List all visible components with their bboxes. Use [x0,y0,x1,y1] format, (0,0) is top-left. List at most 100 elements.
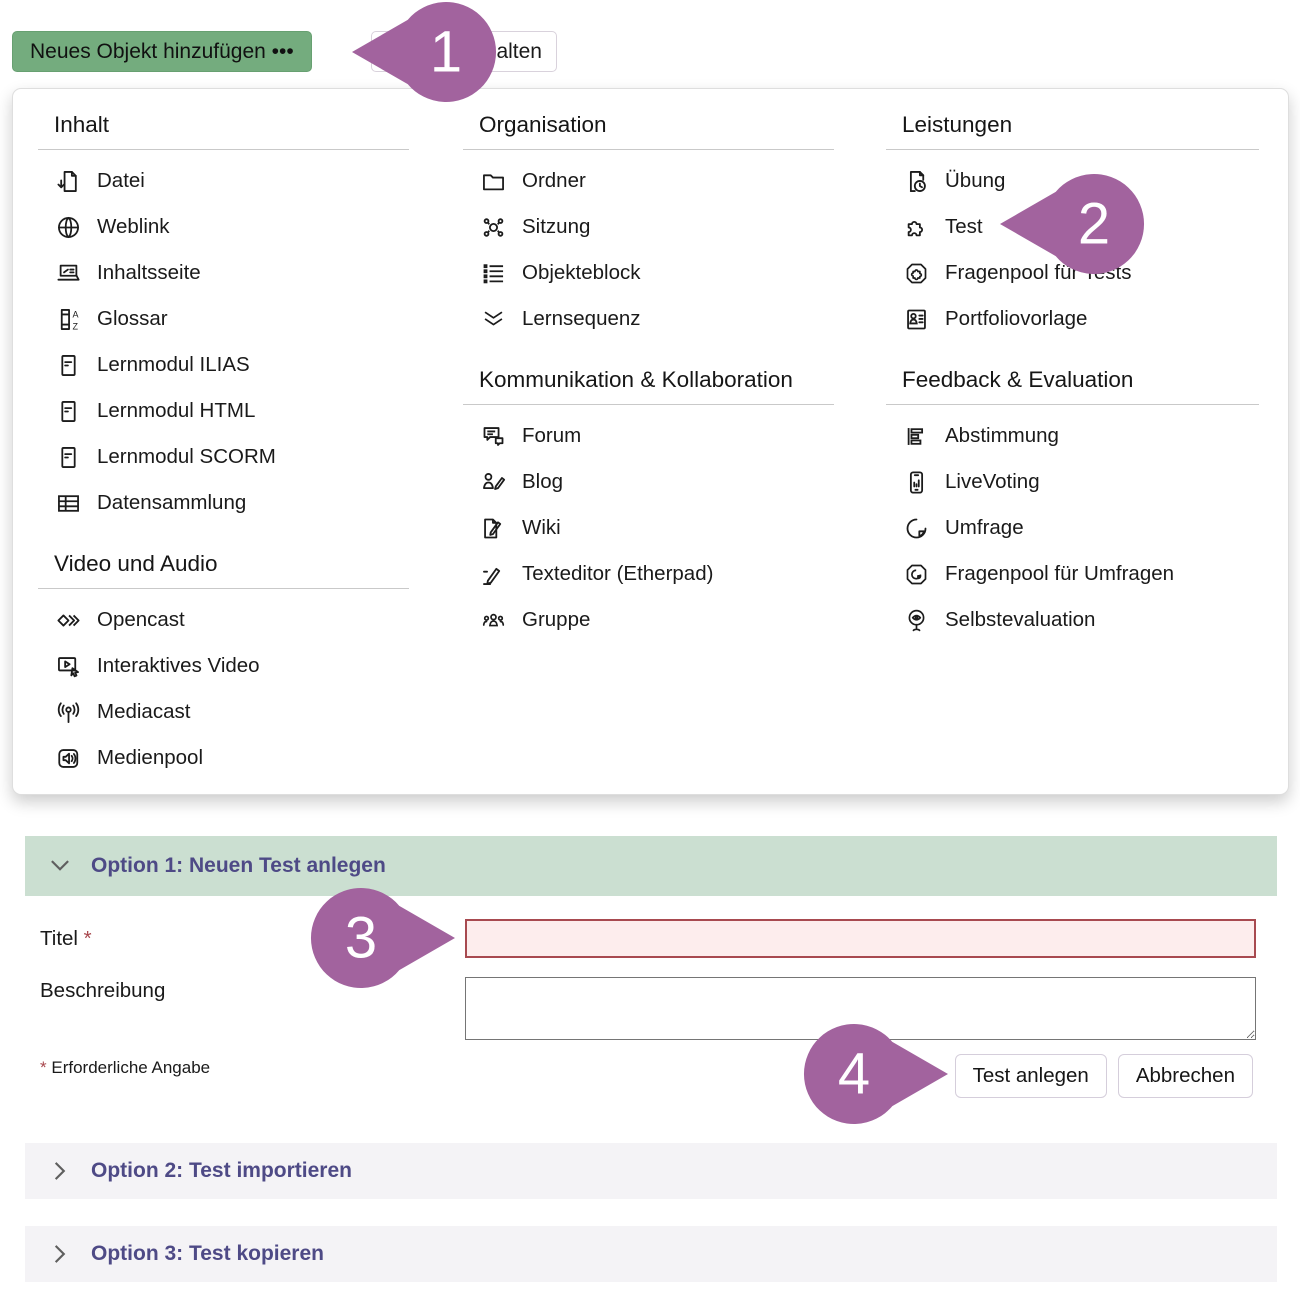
annotation-marker-3: 3 [310,888,455,988]
menu-item-wiki[interactable]: Wiki [463,505,834,551]
menu-item-blog[interactable]: Blog [463,459,834,505]
menu-item-abstimmung[interactable]: Abstimmung [886,413,1259,459]
menu-item-forum[interactable]: Forum [463,413,834,459]
menu-item-label: Gruppe [522,608,591,631]
menu-item-label: Umfrage [945,516,1024,539]
menu-item-label: Test [945,215,983,238]
learning-module-icon [55,398,82,425]
menu-item-lernmodul-scorm[interactable]: Lernmodul SCORM [38,434,409,480]
menu-item-label: Abstimmung [945,424,1059,447]
accordion-option1-title: Option 1: Neuen Test anlegen [91,854,386,877]
menu-item-label: Glossar [97,307,168,330]
menu-item-label: Inhaltsseite [97,261,201,284]
group-icon [480,607,507,634]
menu-item-datensammlung[interactable]: Datensammlung [38,480,409,526]
blog-icon [480,469,507,496]
titel-input[interactable] [465,919,1256,958]
section-title: Organisation [463,111,834,150]
menu-item-lernmodul-html[interactable]: Lernmodul HTML [38,388,409,434]
menu-item-umfrage[interactable]: Umfrage [886,505,1259,551]
menu-item-interaktives-video[interactable]: Interaktives Video [38,643,409,689]
mediacast-icon [55,699,82,726]
survey-pie-icon [903,515,930,542]
menu-item-datei[interactable]: Datei [38,158,409,204]
menu-item-label: Texteditor (Etherpad) [522,562,714,585]
menu-item-opencast[interactable]: Opencast [38,597,409,643]
accordion-option1-header[interactable]: Option 1: Neuen Test anlegen [25,836,1277,896]
globe-icon [55,214,82,241]
poll-icon [903,423,930,450]
add-new-object-button[interactable]: Neues Objekt hinzufügen ••• [12,31,312,72]
add-object-dropdown-panel: Inhalt Datei Weblink Inhaltsseite Glossa… [12,88,1289,795]
content-page-icon [55,260,82,287]
form-buttons: Test anlegen Abbrechen [954,1054,1253,1098]
section-title: Inhalt [38,111,409,150]
question-pool-test-icon [903,260,930,287]
session-icon [480,214,507,241]
menu-item-lernsequenz[interactable]: Lernsequenz [463,296,834,342]
menu-item-label: Datensammlung [97,491,247,514]
file-download-icon [55,168,82,195]
menu-item-texteditor[interactable]: Texteditor (Etherpad) [463,551,834,597]
menu-item-inhaltsseite[interactable]: Inhaltsseite [38,250,409,296]
section-title: Video und Audio [38,550,409,589]
menu-item-label: Portfoliovorlage [945,307,1088,330]
abbrechen-button[interactable]: Abbrechen [1117,1054,1253,1098]
menu-item-label: Opencast [97,608,185,631]
menu-item-medienpool[interactable]: Medienpool [38,735,409,781]
menu-item-label: Selbstevaluation [945,608,1096,631]
menu-item-label: Lernmodul HTML [97,399,256,422]
menu-item-mediacast[interactable]: Mediacast [38,689,409,735]
menu-item-livevoting[interactable]: LiveVoting [886,459,1259,505]
menu-item-weblink[interactable]: Weblink [38,204,409,250]
menu-item-label: Interaktives Video [97,654,260,677]
menu-item-lernmodul-ilias[interactable]: Lernmodul ILIAS [38,342,409,388]
menu-item-uebung[interactable]: Übung [886,158,1259,204]
svg-text:4: 4 [838,1042,870,1107]
section-title: Feedback & Evaluation [886,366,1259,405]
portfolio-template-icon [903,306,930,333]
live-voting-icon [903,469,930,496]
interactive-video-icon [55,653,82,680]
menu-item-fragenpool-tests[interactable]: Fragenpool für Tests [886,250,1259,296]
media-pool-icon [55,745,82,772]
accordion-option2-title: Option 2: Test importieren [91,1159,352,1182]
menu-item-fragenpool-umfragen[interactable]: Fragenpool für Umfragen [886,551,1259,597]
section-kommunikation-kollaboration: Kommunikation & Kollabo­ration Forum Blo… [463,366,834,643]
section-title: Leistungen [886,111,1259,150]
menu-item-label: Blog [522,470,564,493]
beschreibung-textarea[interactable] [465,977,1256,1040]
folder-icon [480,168,507,195]
accordion-option3-header[interactable]: Option 3: Test kopieren [25,1226,1277,1282]
secondary-toolbar-button[interactable]: alten [371,31,557,72]
forum-icon [480,423,507,450]
opencast-icon [55,607,82,634]
menu-item-portfoliovorlage[interactable]: Portfoliovorlage [886,296,1259,342]
menu-item-glossar[interactable]: Glossar [38,296,409,342]
wiki-icon [480,515,507,542]
menu-item-gruppe[interactable]: Gruppe [463,597,834,643]
menu-item-label: Medienpool [97,746,203,769]
text-editor-icon [480,561,507,588]
svg-text:3: 3 [345,906,377,971]
menu-item-objekteblock[interactable]: Objekteblock [463,250,834,296]
menu-item-selbstevaluation[interactable]: Selbstevaluation [886,597,1259,643]
accordion-option2-header[interactable]: Option 2: Test importieren [25,1143,1277,1199]
test-puzzle-icon [903,214,930,241]
menu-item-sitzung[interactable]: Sitzung [463,204,834,250]
menu-item-label: Übung [945,169,1006,192]
learning-module-icon [55,444,82,471]
menu-item-label: LiveVoting [945,470,1040,493]
menu-column-3: Leistungen Übung Test Fragenpool für Tes… [886,111,1270,794]
section-leistungen: Leistungen Übung Test Fragenpool für Tes… [886,111,1259,342]
chevron-down-icon [47,853,73,879]
section-video-und-audio: Video und Audio Opencast Interaktives Vi… [38,550,409,781]
menu-item-test[interactable]: Test [886,204,1259,250]
menu-item-label: Datei [97,169,145,192]
learning-module-icon [55,352,82,379]
glossary-icon [55,306,82,333]
required-field-note: * Erforderliche Angabe [40,1058,211,1077]
menu-item-ordner[interactable]: Ordner [463,158,834,204]
test-anlegen-button[interactable]: Test anlegen [954,1054,1107,1098]
menu-column-1: Inhalt Datei Weblink Inhaltsseite Glossa… [38,111,463,794]
